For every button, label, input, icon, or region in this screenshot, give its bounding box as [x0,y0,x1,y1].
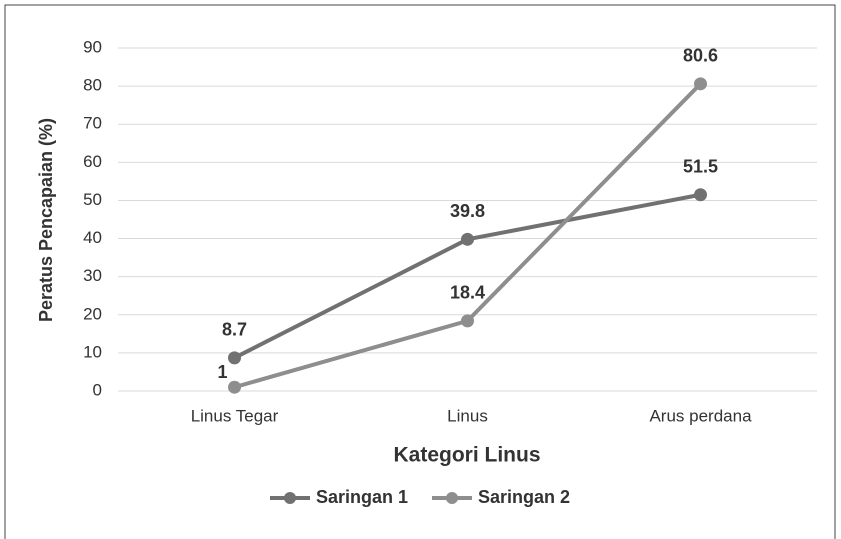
y-tick-label: 70 [83,114,102,133]
legend-marker [446,492,458,504]
y-axis-title: Peratus Pencapaian (%) [36,118,56,322]
legend-label: Saringan 1 [316,487,408,507]
y-tick-label: 0 [93,380,102,399]
data-point [228,351,241,365]
y-tick-label: 50 [83,190,102,209]
y-tick-label: 80 [83,76,102,95]
data-point [461,314,474,328]
legend-label: Saringan 2 [478,487,570,507]
legend-marker [284,492,296,504]
data-point [461,232,474,246]
y-tick-label: 90 [83,37,102,56]
x-tick-label: Arus perdana [649,406,752,425]
data-label: 51.5 [683,156,718,176]
y-tick-label: 20 [83,304,102,323]
data-label: 39.8 [450,201,485,221]
y-tick-label: 10 [83,342,102,361]
x-tick-label: Linus Tegar [191,406,279,425]
data-point [228,380,241,394]
data-label: 8.7 [222,320,247,340]
data-label: 1 [217,362,227,382]
x-axis-title: Kategori Linus [393,444,540,467]
x-tick-label: Linus [447,406,488,425]
data-label: 18.4 [450,283,485,303]
y-tick-label: 60 [83,152,102,171]
data-point [694,188,707,202]
frame [4,4,836,539]
y-tick-label: 30 [83,266,102,285]
y-tick-label: 40 [83,228,102,247]
data-point [694,77,707,91]
data-label: 80.6 [683,46,718,66]
